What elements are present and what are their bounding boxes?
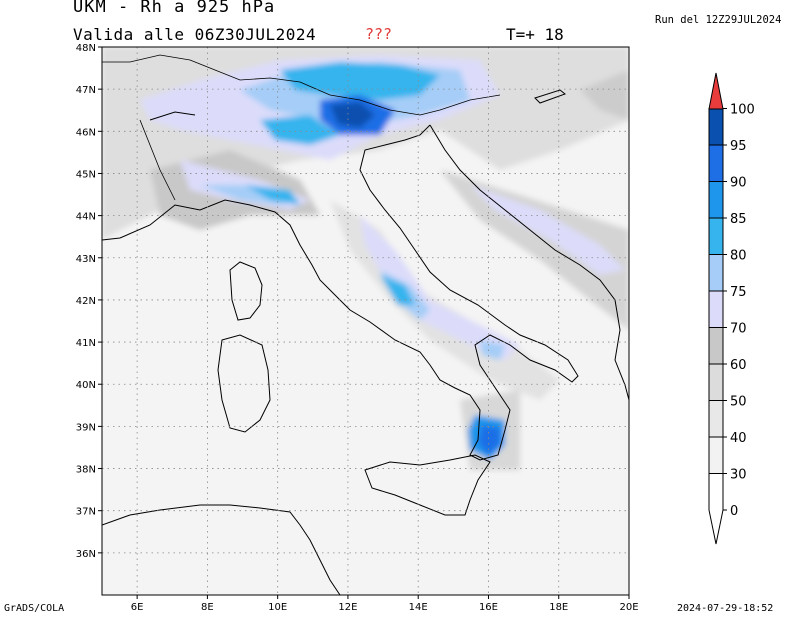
legend-label: 100 <box>730 103 755 118</box>
africa-coast <box>102 504 341 595</box>
lon-label: 6E <box>131 602 144 613</box>
legend-label: 30 <box>730 468 747 483</box>
lat-label: 46N <box>76 127 96 138</box>
french-border <box>139 119 176 201</box>
lat-label: 41N <box>76 338 96 349</box>
legend-labels: 0 30 40 50 60 70 75 80 85 90 95 100 <box>723 103 755 519</box>
legend-label: 85 <box>730 212 747 227</box>
legend-label: 75 <box>730 285 747 300</box>
legend-bar <box>708 72 724 545</box>
legend-box <box>708 108 724 146</box>
coastlines <box>102 89 629 595</box>
lon-label: 18E <box>549 602 568 613</box>
sicily-coast <box>364 454 491 516</box>
legend-label: 50 <box>730 395 747 410</box>
lat-label: 48N <box>76 43 96 54</box>
map-frame <box>101 46 630 596</box>
sardinia-coast <box>217 334 271 433</box>
legend-label: 70 <box>730 322 747 337</box>
lat-label: 38N <box>76 465 96 476</box>
rh-80-central <box>380 275 415 305</box>
rh-95-veneto <box>330 102 375 128</box>
legend-box-top <box>708 72 724 110</box>
legend-box <box>708 144 724 182</box>
legend-label: 90 <box>730 176 747 191</box>
lat-label: 37N <box>76 507 96 518</box>
legend-label: 80 <box>730 249 747 264</box>
rh-80-liguria <box>245 185 300 205</box>
rh-90-calabria <box>478 425 500 455</box>
valid-time: Valida alle 06Z30JUL2024 <box>73 25 317 44</box>
grey-patch-ne <box>580 70 629 120</box>
latitude-labels: 48N 47N 46N 45N 44N 43N 42N 41N 40N 39N 38N 37N 36N <box>76 43 102 560</box>
alpine-border <box>102 54 501 116</box>
legend-box <box>708 400 724 438</box>
lat-label: 39N <box>76 422 96 433</box>
lon-label: 16E <box>479 602 498 613</box>
rh-70-dalmatia <box>470 185 625 275</box>
lon-label: 8E <box>201 602 214 613</box>
legend-box <box>708 181 724 219</box>
longitude-labels: 6E 8E 10E 12E 14E 16E 18E 20E <box>131 595 639 613</box>
lat-label: 42N <box>76 296 96 307</box>
lon-label: 12E <box>338 602 357 613</box>
legend-box-bottom <box>708 473 724 545</box>
legend-label: 40 <box>730 431 747 446</box>
adriatic-east-coast <box>429 124 629 401</box>
plot-timestamp: 2024-07-29-18:52 <box>677 603 774 614</box>
italy-coast <box>102 124 579 461</box>
corsica-coast <box>229 261 263 321</box>
legend-box <box>708 290 724 328</box>
lat-label: 40N <box>76 380 96 391</box>
unknown-marker: ??? <box>365 25 393 43</box>
legend-box <box>708 217 724 255</box>
lat-label: 44N <box>76 212 96 223</box>
rh-80-lombardy <box>260 115 340 145</box>
legend-box <box>708 436 724 474</box>
lon-label: 10E <box>268 602 287 613</box>
lat-label: 43N <box>76 254 96 265</box>
legend-box <box>708 363 724 401</box>
run-label: Run del 12Z29JUL2024 <box>655 14 782 26</box>
grey-patch-balkans <box>440 170 629 330</box>
legend-label: 95 <box>730 139 747 154</box>
legend-label: 60 <box>730 358 747 373</box>
lon-label: 20E <box>619 602 638 613</box>
lat-label: 45N <box>76 169 96 180</box>
forecast-timestep: T=+ 18 <box>506 25 564 44</box>
graticule <box>102 47 629 595</box>
rh-field <box>102 47 629 595</box>
lat-label: 47N <box>76 85 96 96</box>
lake-geneva <box>149 111 196 121</box>
chart-title: UKM - Rh a 925 hPa <box>73 0 276 17</box>
lake-balaton <box>534 89 567 104</box>
lon-label: 14E <box>409 602 428 613</box>
legend-box <box>708 327 724 365</box>
legend-label: 0 <box>730 504 738 519</box>
software-credit: GrADS/COLA <box>4 603 65 614</box>
legend-box <box>708 254 724 292</box>
borders <box>102 54 501 201</box>
rh-75-basilicata <box>480 340 505 360</box>
lat-label: 36N <box>76 549 96 560</box>
